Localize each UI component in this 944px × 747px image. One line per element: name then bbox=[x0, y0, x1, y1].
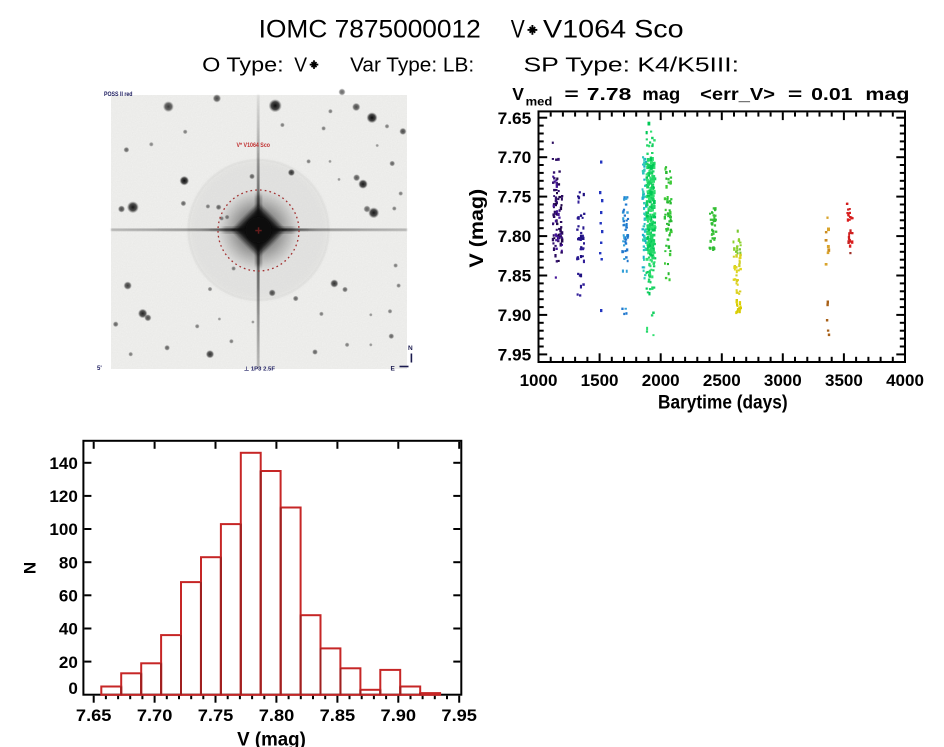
svg-text:V: V bbox=[294, 54, 307, 76]
svg-text:7.70: 7.70 bbox=[498, 148, 532, 167]
svg-text:O Type:: O Type: bbox=[202, 54, 284, 76]
svg-text:7.75: 7.75 bbox=[498, 188, 532, 207]
svg-text:7.85: 7.85 bbox=[320, 706, 356, 725]
svg-text:7.95: 7.95 bbox=[498, 346, 532, 365]
svg-text:7.80: 7.80 bbox=[259, 706, 295, 725]
svg-text:5': 5' bbox=[97, 366, 102, 372]
svg-text:1500: 1500 bbox=[581, 371, 619, 390]
svg-text:V: V bbox=[511, 16, 525, 44]
svg-text:7.85: 7.85 bbox=[498, 267, 532, 286]
svg-text:7.65: 7.65 bbox=[76, 706, 112, 725]
svg-text:N: N bbox=[408, 345, 413, 352]
svg-text:2000: 2000 bbox=[642, 371, 680, 390]
svg-text:7.75: 7.75 bbox=[198, 706, 234, 725]
svg-text:60: 60 bbox=[59, 586, 78, 605]
svg-text:140: 140 bbox=[49, 454, 77, 473]
svg-text:IOMC 7875000012: IOMC 7875000012 bbox=[259, 16, 481, 44]
svg-text:7.70: 7.70 bbox=[137, 706, 173, 725]
svg-text:med: med bbox=[526, 94, 553, 108]
svg-text:100: 100 bbox=[49, 520, 77, 539]
svg-text:0.01: 0.01 bbox=[811, 84, 853, 104]
svg-text:SP Type: K4/K5III:: SP Type: K4/K5III: bbox=[524, 54, 740, 76]
svg-text:V (mag): V (mag) bbox=[466, 189, 488, 268]
svg-text:V1064 Sco: V1064 Sco bbox=[543, 16, 684, 44]
svg-text:7.90: 7.90 bbox=[498, 306, 532, 325]
svg-text:N: N bbox=[20, 562, 39, 574]
svg-text:⊥ 1P3 2.5F: ⊥ 1P3 2.5F bbox=[244, 365, 276, 372]
svg-text:80: 80 bbox=[59, 553, 78, 572]
svg-text:20: 20 bbox=[59, 653, 78, 672]
svg-text:mag: mag bbox=[642, 84, 680, 104]
svg-text:1000: 1000 bbox=[520, 371, 558, 390]
svg-text:mag: mag bbox=[865, 84, 909, 104]
svg-text:4000: 4000 bbox=[886, 371, 924, 390]
svg-text:7.80: 7.80 bbox=[498, 227, 532, 246]
svg-text:<err_V>: <err_V> bbox=[700, 84, 775, 104]
svg-text:V (mag): V (mag) bbox=[237, 729, 306, 747]
svg-text:7.90: 7.90 bbox=[381, 706, 417, 725]
svg-text:E: E bbox=[391, 366, 396, 373]
svg-text:7.78: 7.78 bbox=[587, 84, 632, 104]
svg-text:Barytime (days): Barytime (days) bbox=[658, 392, 788, 414]
svg-text:2500: 2500 bbox=[703, 371, 741, 390]
svg-text:7.95: 7.95 bbox=[441, 706, 477, 725]
svg-text:Var Type: LB:: Var Type: LB: bbox=[350, 54, 474, 76]
svg-text:POSS II red: POSS II red bbox=[104, 92, 133, 98]
svg-text:3000: 3000 bbox=[764, 371, 802, 390]
svg-text:V* V1064 Sco: V* V1064 Sco bbox=[237, 143, 271, 149]
svg-text:120: 120 bbox=[49, 487, 77, 506]
svg-text:=: = bbox=[788, 84, 802, 104]
svg-text:0: 0 bbox=[68, 679, 77, 698]
svg-text:3500: 3500 bbox=[825, 371, 863, 390]
svg-text:V: V bbox=[512, 84, 524, 104]
svg-text:7.65: 7.65 bbox=[498, 109, 532, 128]
svg-text:40: 40 bbox=[59, 620, 78, 639]
svg-text:=: = bbox=[564, 84, 578, 104]
